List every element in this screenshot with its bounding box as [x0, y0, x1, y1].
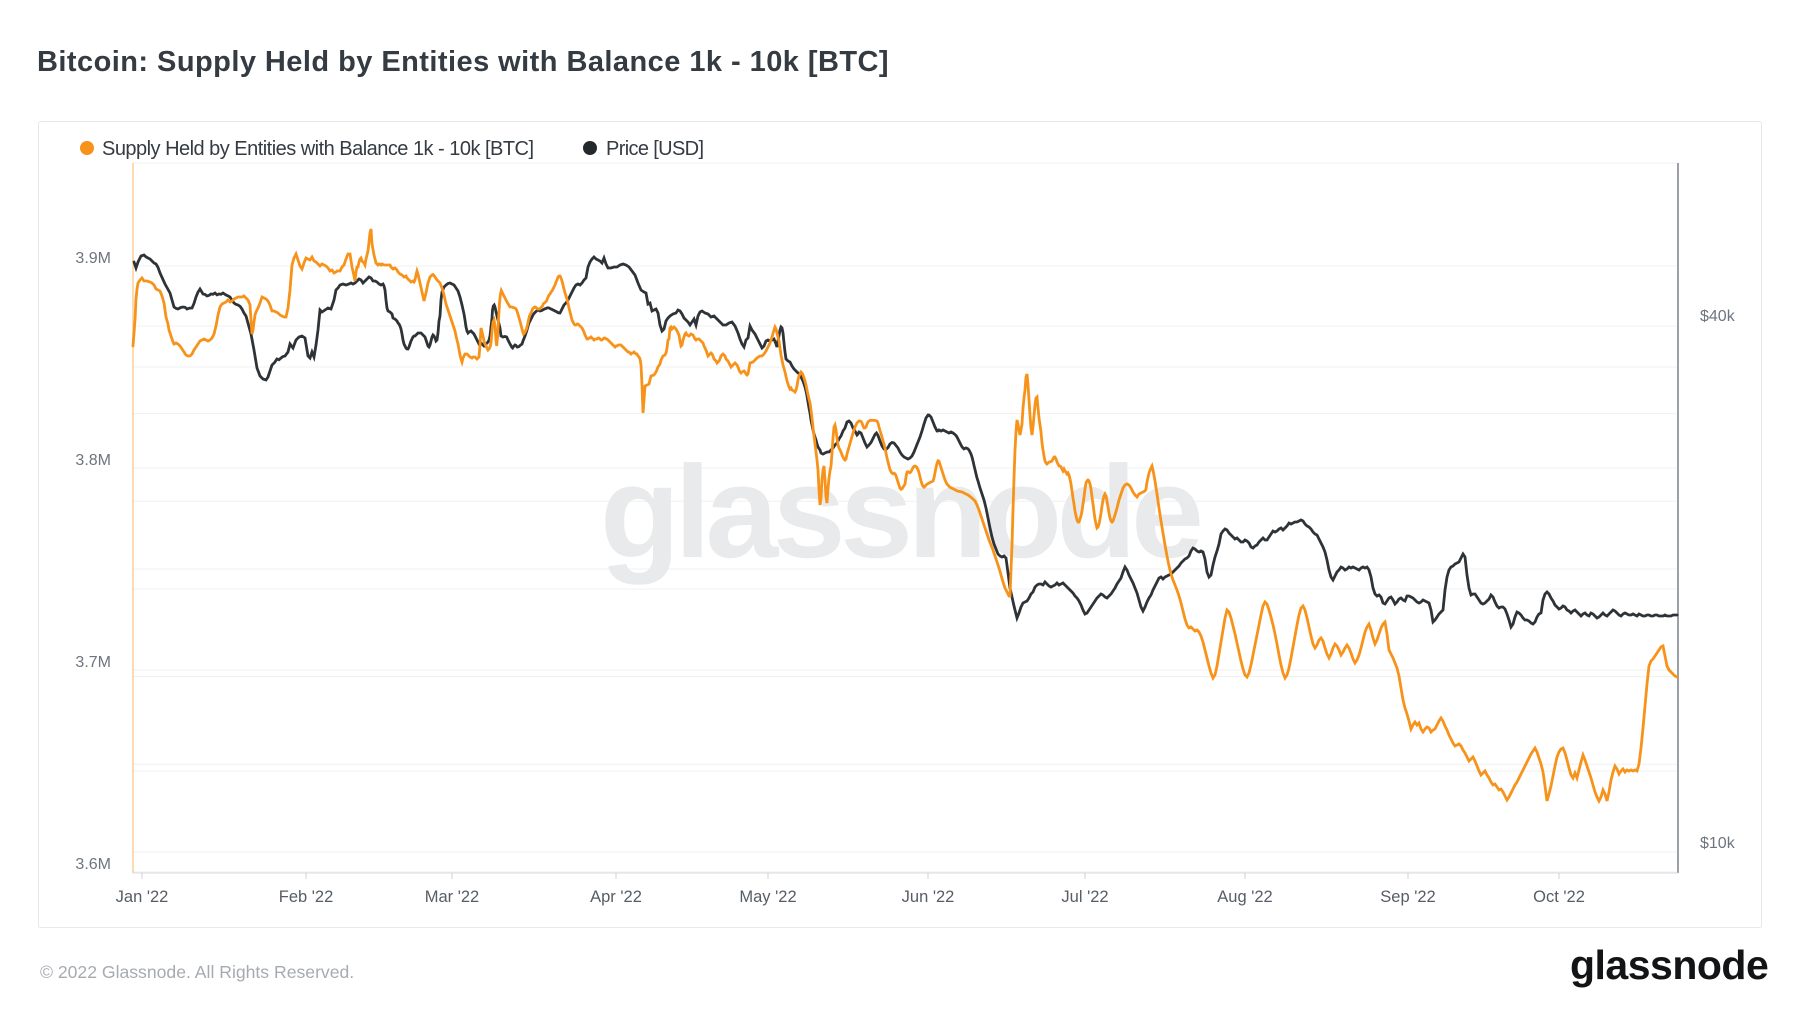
svg-text:3.6M: 3.6M [75, 856, 111, 873]
svg-text:Sep '22: Sep '22 [1380, 888, 1435, 906]
svg-text:Mar '22: Mar '22 [425, 888, 480, 906]
svg-text:Price [USD]: Price [USD] [606, 138, 704, 160]
svg-text:Apr '22: Apr '22 [590, 888, 642, 906]
svg-text:May '22: May '22 [739, 888, 796, 906]
svg-text:glassnode: glassnode [600, 438, 1200, 585]
svg-text:Jul '22: Jul '22 [1061, 888, 1108, 906]
svg-text:© 2022 Glassnode. All Rights R: © 2022 Glassnode. All Rights Reserved. [40, 962, 354, 982]
svg-text:Feb '22: Feb '22 [279, 888, 334, 906]
svg-text:Bitcoin: Supply Held by Entiti: Bitcoin: Supply Held by Entities with Ba… [37, 46, 889, 78]
svg-text:Jun '22: Jun '22 [902, 888, 955, 906]
svg-text:Jan '22: Jan '22 [116, 888, 169, 906]
svg-text:3.8M: 3.8M [75, 452, 111, 469]
svg-text:$40k: $40k [1700, 308, 1736, 325]
svg-text:3.7M: 3.7M [75, 654, 111, 671]
svg-text:Oct '22: Oct '22 [1533, 888, 1585, 906]
svg-text:Aug '22: Aug '22 [1217, 888, 1272, 906]
svg-text:glassnode: glassnode [1570, 942, 1768, 988]
svg-text:$10k: $10k [1700, 835, 1736, 852]
svg-text:Supply Held by Entities with B: Supply Held by Entities with Balance 1k … [102, 138, 534, 160]
svg-text:3.9M: 3.9M [75, 250, 111, 267]
